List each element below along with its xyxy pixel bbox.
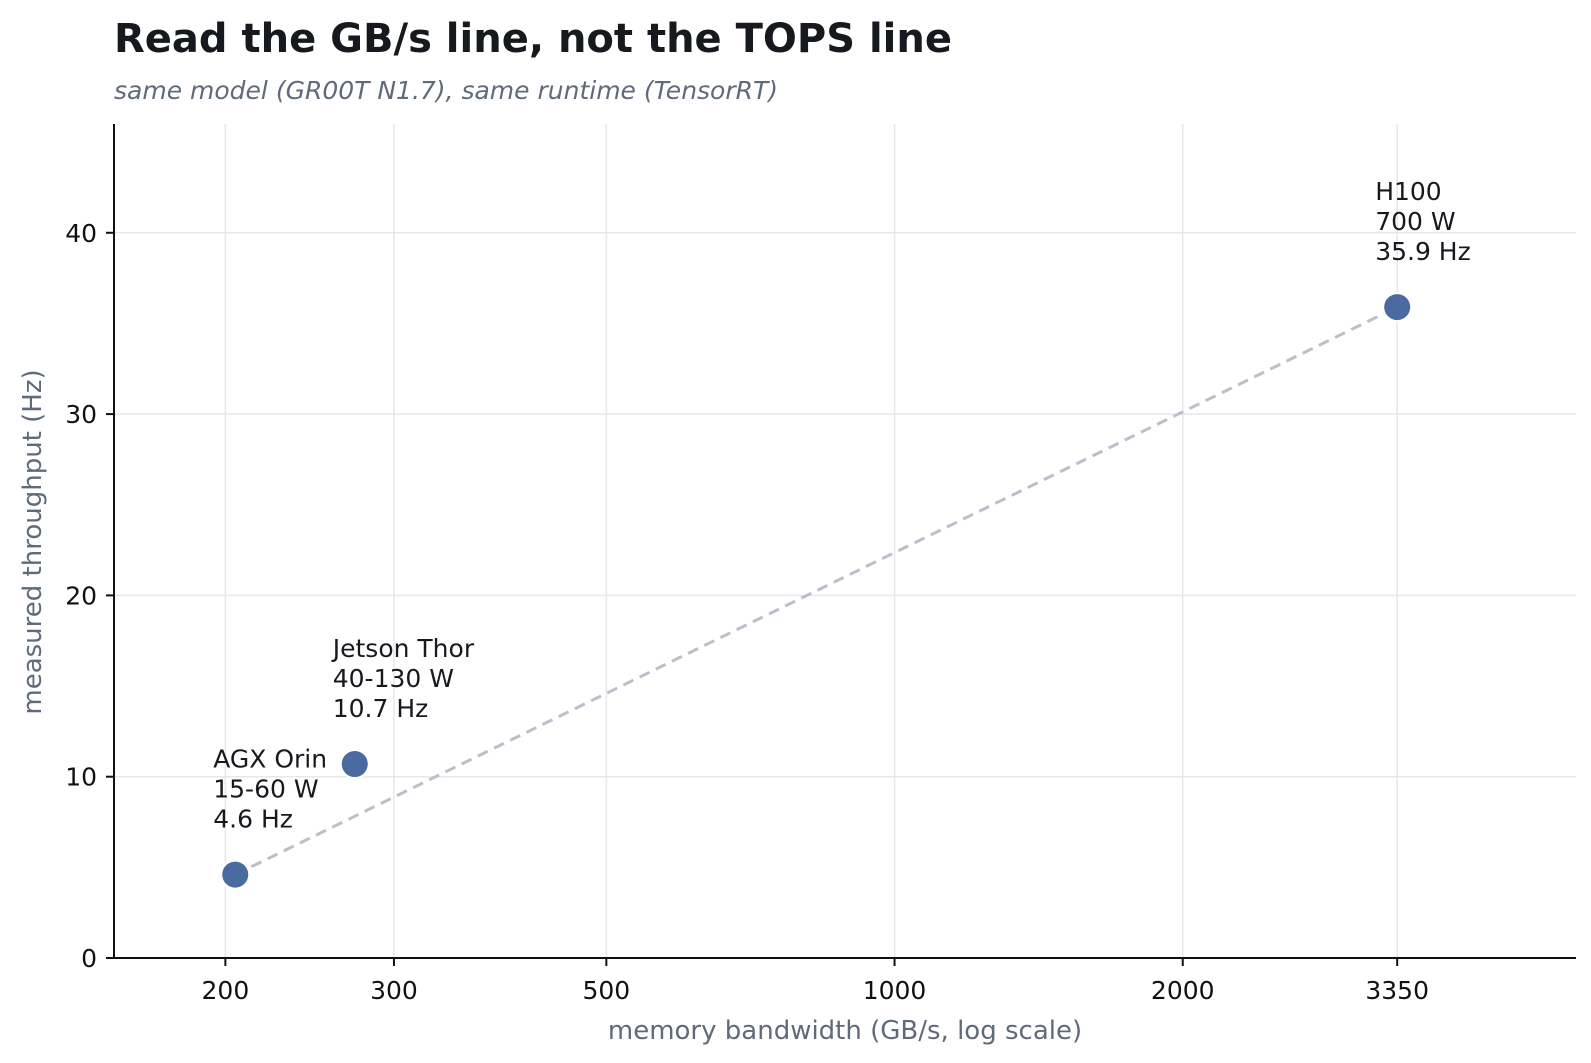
y-tick-label: 0 <box>81 944 97 973</box>
point-label-line: 700 W <box>1375 207 1455 236</box>
y-tick-label: 30 <box>65 400 97 429</box>
point-label-line: 40-130 W <box>333 664 454 693</box>
gridlines <box>114 124 1576 958</box>
point-label-line: 10.7 Hz <box>333 694 429 723</box>
point-label-line: 35.9 Hz <box>1375 237 1471 266</box>
x-tick-label: 3350 <box>1365 976 1429 1005</box>
y-axis-label: measured throughput (Hz) <box>18 369 48 714</box>
point-label-line: AGX Orin <box>213 745 327 774</box>
y-tick-label: 40 <box>65 219 97 248</box>
chart-subtitle: same model (GR00T N1.7), same runtime (T… <box>114 76 778 105</box>
data-point <box>220 859 251 890</box>
data-points <box>220 292 1413 890</box>
chart-title: Read the GB/s line, not the TOPS line <box>114 16 952 62</box>
x-tick-label: 500 <box>582 976 630 1005</box>
x-axis-label: memory bandwidth (GB/s, log scale) <box>608 1016 1082 1046</box>
x-tick-label: 200 <box>202 976 250 1005</box>
point-label-line: Jetson Thor <box>331 634 475 663</box>
y-tick-label: 10 <box>65 763 97 792</box>
point-label-line: H100 <box>1375 177 1442 206</box>
data-point <box>1382 292 1413 323</box>
axis-ticks: 200 300 500 1000 2000 3350 0 10 20 30 40 <box>65 219 1429 1005</box>
trend-line <box>234 305 1398 876</box>
point-label-line: 15-60 W <box>213 775 318 804</box>
point-label-line: 4.6 Hz <box>213 805 293 834</box>
x-tick-label: 300 <box>370 976 418 1005</box>
x-tick-label: 2000 <box>1151 976 1215 1005</box>
y-tick-label: 20 <box>65 581 97 610</box>
data-point <box>339 749 370 780</box>
x-tick-label: 1000 <box>863 976 927 1005</box>
